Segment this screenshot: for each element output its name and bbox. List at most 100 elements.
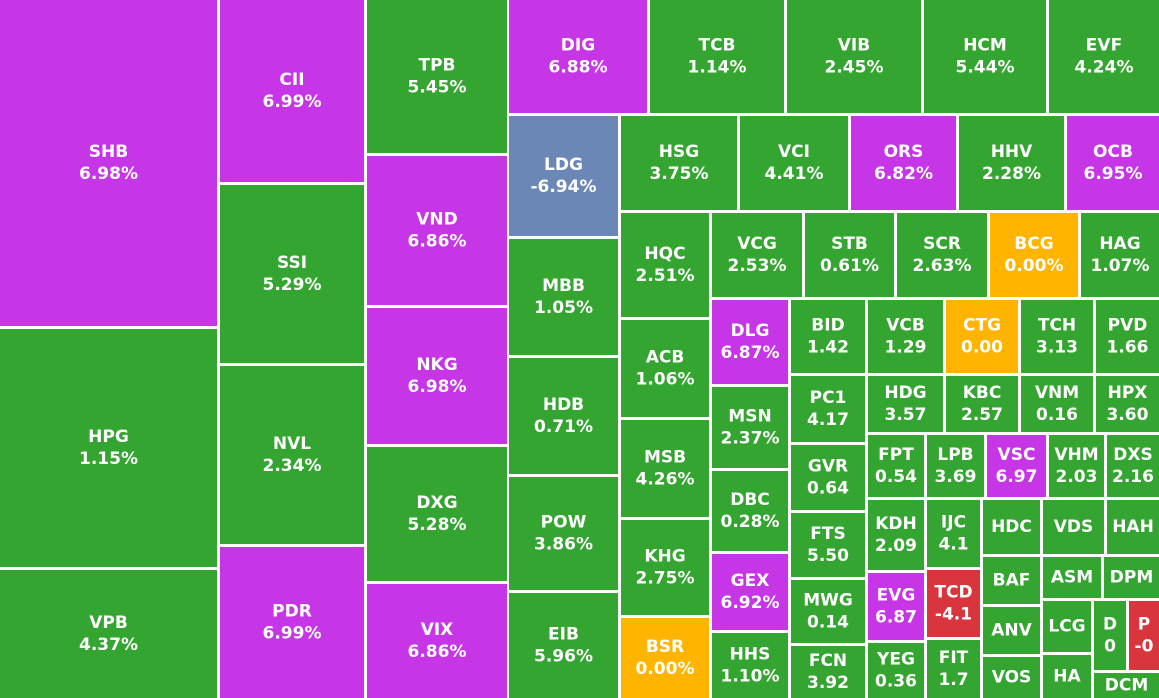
tile-value: 2.37% <box>721 429 780 449</box>
tile-value: -6.94% <box>530 177 596 197</box>
tile <box>959 116 1064 210</box>
tile <box>650 0 784 113</box>
tile-value: 6.98% <box>79 164 138 184</box>
tile <box>621 116 737 210</box>
tile-value: 0.54 <box>875 467 917 487</box>
tile-value: 2.03 <box>1056 467 1098 487</box>
tile <box>712 387 788 468</box>
tile-value: -4.1 <box>935 605 972 625</box>
tile-label: SCR <box>923 234 961 254</box>
tile-value: 6.99% <box>263 624 322 644</box>
tile-label: VSC <box>998 445 1036 465</box>
tile-label: VPB <box>89 613 128 633</box>
tile-label: YEG <box>876 650 915 670</box>
tile <box>1107 500 1159 554</box>
tile-label: HA <box>1053 667 1081 687</box>
tile <box>0 0 217 326</box>
tile-label: VIB <box>838 36 870 56</box>
tile-value: 0 <box>1104 637 1116 657</box>
tile-value: 0.64 <box>807 479 849 499</box>
tile <box>621 213 709 317</box>
tile-value: 2.53% <box>728 256 787 276</box>
tile-label: DLG <box>731 321 770 341</box>
tile-label: VCB <box>886 316 925 336</box>
tile <box>367 156 507 305</box>
tile <box>1096 376 1159 432</box>
tile <box>868 376 943 432</box>
tile-label: ASM <box>1051 568 1093 588</box>
tile-value: 0.28% <box>721 512 780 532</box>
tile <box>1049 0 1159 113</box>
tile <box>220 185 364 363</box>
tile-label: IJC <box>941 513 966 533</box>
tile <box>367 0 507 153</box>
tile-label: BAF <box>993 571 1031 591</box>
tile-label: VND <box>416 210 458 230</box>
tile-value: 6.86% <box>408 642 467 662</box>
tile <box>621 520 709 615</box>
tile <box>367 447 507 581</box>
tile <box>787 0 921 113</box>
tile <box>924 0 1046 113</box>
tile-value: 5.50 <box>807 546 849 566</box>
tile-label: EIB <box>548 625 579 645</box>
tile <box>220 0 364 182</box>
tile-value: 3.92 <box>807 673 849 693</box>
tile <box>712 300 788 384</box>
tile <box>897 213 987 297</box>
tile-label: MSN <box>728 407 771 427</box>
tile-value: 6.97 <box>996 467 1038 487</box>
tile-label: VDS <box>1054 517 1094 537</box>
tile-label: TCH <box>1038 316 1076 336</box>
tile-label: STB <box>831 234 868 254</box>
tile <box>927 640 980 698</box>
tile-label: DXG <box>416 493 457 513</box>
tile-label: SSI <box>277 253 307 273</box>
tile-label: HDC <box>991 517 1032 537</box>
tile-label: OCB <box>1093 142 1133 162</box>
tile-label: PVD <box>1108 316 1148 336</box>
tile <box>791 300 865 373</box>
tile-label: FCN <box>809 651 847 671</box>
tile-label: ANV <box>991 621 1032 641</box>
tile-value: 1.07% <box>1091 256 1150 276</box>
tile-value: 4.37% <box>79 635 138 655</box>
tile-label: GVR <box>808 457 848 477</box>
tile <box>1129 601 1159 670</box>
tile <box>990 213 1078 297</box>
tile-value: 5.29% <box>263 275 322 295</box>
tile-label: CTG <box>963 316 1001 336</box>
tile-value: 1.05% <box>534 298 593 318</box>
tile <box>983 557 1040 604</box>
tile-label: HCM <box>963 36 1007 56</box>
tile-label: DCM <box>1105 676 1149 696</box>
tile-value: 1.29 <box>885 338 927 358</box>
tile <box>367 308 507 444</box>
tile-label: ACB <box>646 348 685 368</box>
tile-label: LPB <box>937 445 973 465</box>
tile-label: LCG <box>1048 617 1085 637</box>
tile-value: 3.69 <box>935 467 977 487</box>
tile-label: DBC <box>730 490 770 510</box>
tile-label: PC1 <box>810 388 847 408</box>
tile <box>1096 300 1159 373</box>
tile <box>805 213 894 297</box>
tile-label: POW <box>541 513 587 533</box>
tile-value: 4.1 <box>938 535 968 555</box>
tile-value: 1.06% <box>636 370 695 390</box>
tile-label: VHM <box>1054 445 1098 465</box>
tile <box>791 376 865 442</box>
tile <box>0 570 217 698</box>
tile-value: 6.87 <box>875 608 917 628</box>
tile <box>1049 435 1104 497</box>
tile-label: HPX <box>1108 383 1148 403</box>
tile-label: DIG <box>561 36 595 56</box>
tile <box>851 116 956 210</box>
tile <box>791 445 865 510</box>
tile-label: TPB <box>418 56 455 76</box>
tile-value: 0.71% <box>534 417 593 437</box>
tile-label: TCD <box>934 583 972 603</box>
tile <box>1043 500 1104 554</box>
tile-label: BID <box>811 316 844 336</box>
tile-value: 6.99% <box>263 92 322 112</box>
